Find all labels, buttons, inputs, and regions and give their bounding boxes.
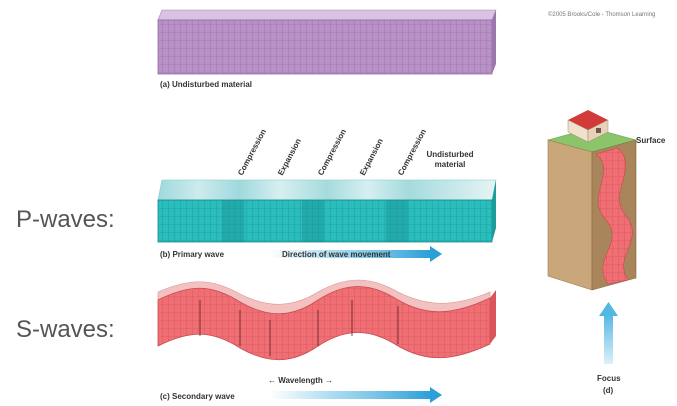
secondary-wave-block [157, 279, 496, 361]
earth-block [546, 127, 638, 291]
focus-up-arrow [599, 302, 618, 364]
direction-arrow-b [270, 246, 442, 262]
wavelength-label: ← Wavelength → [268, 376, 334, 385]
primary-wave-block [157, 179, 497, 243]
panel-c-caption: (c) Secondary wave [160, 392, 235, 401]
panel-b-caption: (b) Primary wave [160, 250, 225, 259]
panel-d-caption: (d) [603, 386, 614, 395]
panel-a-caption: (a) Undisturbed material [160, 80, 253, 89]
house-icon [567, 110, 609, 143]
direction-arrow-c [270, 387, 442, 403]
surface-label: Surface [636, 136, 666, 145]
copyright-text: ©2005 Brooks/Cole - Thomson Learning [548, 12, 656, 18]
direction-label: Direction of wave movement [282, 250, 391, 259]
particle-motion-arrows [199, 300, 399, 356]
compression-bands [222, 200, 408, 242]
p-waves-label: P-waves: [16, 206, 115, 233]
focus-label: Focus [597, 374, 621, 383]
s-waves-label: S-waves: [16, 316, 115, 343]
undisturbed-block [157, 9, 497, 75]
undisturbed-material-label: Undisturbed material [426, 150, 474, 169]
